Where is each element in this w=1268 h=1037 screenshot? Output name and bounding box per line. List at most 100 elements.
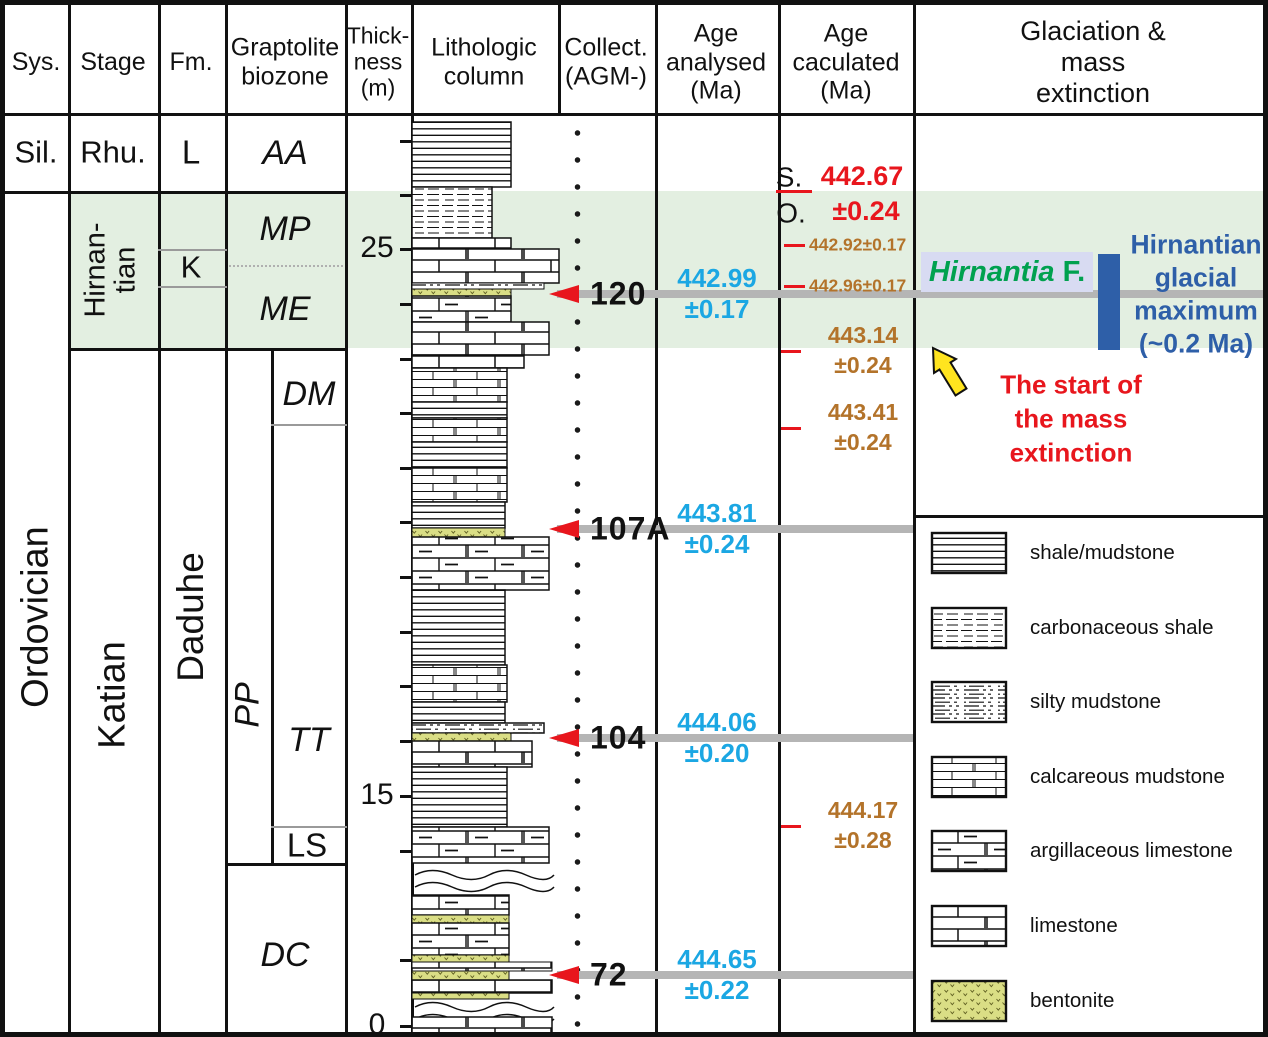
grid-vline [345, 5, 348, 1032]
sample-arrow-icon [549, 520, 579, 538]
legend-item: argillaceous limestone [930, 829, 1233, 873]
calculated-age-tick [784, 244, 805, 247]
grid-vline [68, 5, 71, 1032]
sample-bar [557, 290, 1263, 298]
thickness-label: 25 [360, 231, 394, 265]
fm-l-label: L [181, 133, 201, 171]
hirnantia-fauna-suffix: F. [1054, 255, 1086, 288]
sample-bar [557, 525, 913, 533]
age-calculated-major: 443.14 ±0.24 [827, 322, 899, 378]
thickness-tick [400, 959, 411, 962]
grid-hline [913, 515, 1263, 518]
biozone-pp-label: PP [228, 682, 267, 728]
thickness-tick [400, 140, 411, 143]
header-litho: Lithologic column [431, 33, 537, 91]
thickness-label: 0 [368, 1008, 386, 1037]
header-glaciation: Glaciation & mass extinction [1020, 15, 1166, 108]
header-thickness: Thick- ness (m) [346, 22, 410, 102]
thickness-label: 15 [360, 778, 394, 812]
extinction-start-label: The start of the mass extinction [1000, 369, 1142, 467]
legend-item: silty mudstone [930, 680, 1161, 724]
grid-hline [158, 286, 227, 288]
legend-label: argillaceous limestone [1030, 839, 1233, 863]
sample-bar [557, 971, 913, 979]
boundary-age-value: 442.67 [820, 160, 904, 191]
grid-hline [68, 348, 347, 351]
grid-vline [271, 350, 274, 864]
system-silurian-label: Sil. [14, 134, 58, 170]
legend-swatch-shale [930, 531, 1008, 575]
thickness-tick [400, 1025, 411, 1028]
legend-item: limestone [930, 904, 1118, 948]
age-calculated-major: 443.41 ±0.24 [827, 399, 899, 455]
thickness-tick [400, 194, 411, 197]
stage-rhuddanian-label: Rhu. [80, 134, 146, 170]
thickness-tick [400, 576, 411, 579]
thickness-tick [400, 631, 411, 634]
legend-swatch-silty [930, 680, 1008, 724]
collect-sample-dots [574, 129, 581, 1032]
legend-swatch-carbshale [930, 606, 1008, 649]
sample-arrow-icon [549, 966, 579, 984]
biozone-dc-label: DC [260, 935, 310, 974]
thickness-tick [400, 358, 411, 361]
thickness-tick [400, 685, 411, 688]
ordovician-abbrev-label: O. [776, 197, 806, 229]
thickness-tick [400, 740, 411, 743]
thickness-tick [400, 521, 411, 524]
grid-hline [5, 191, 347, 194]
calculated-age-tick [784, 285, 805, 288]
sample-label: 72 [590, 956, 628, 993]
grid-vline [913, 5, 916, 1032]
biozone-tt-label: TT [288, 720, 330, 759]
biozone-mp-label: MP [259, 209, 311, 248]
extinction-start-arrow-icon [931, 346, 968, 397]
legend-label: shale/mudstone [1030, 541, 1175, 564]
thickness-tick [400, 795, 411, 798]
legend-item: carbonaceous shale [930, 606, 1214, 650]
os-boundary-line [776, 190, 812, 193]
legend-swatch-calcmud [930, 755, 1008, 798]
calculated-age-tick [781, 825, 801, 828]
legend-label: bentonite [1030, 988, 1115, 1012]
mp-me-dotted-divider [225, 265, 347, 267]
grid-vline [778, 5, 781, 1032]
thickness-tick [400, 467, 411, 470]
thickness-tick [400, 850, 411, 853]
grid-hline [271, 424, 347, 426]
sample-arrow-icon [549, 285, 579, 303]
biozone-ls-label: LS [286, 826, 328, 864]
legend-label: calcareous mudstone [1030, 764, 1225, 788]
age-analysed-value: 443.81 ±0.24 [677, 498, 757, 559]
hirnantia-fauna-name: Hirnantia [928, 255, 1055, 288]
legend-swatch-limestone [930, 904, 1008, 948]
age-analysed-value: 444.65 ±0.22 [677, 944, 757, 1005]
fm-daduhe-label: Daduhe [170, 552, 212, 682]
grid-vline [158, 5, 161, 1032]
age-calculated-major: 444.17 ±0.28 [827, 797, 899, 853]
legend-label: limestone [1030, 914, 1118, 937]
legend-label: silty mudstone [1030, 690, 1162, 714]
lithologic-column [411, 121, 560, 1032]
sample-label: 120 [590, 275, 647, 312]
thickness-tick [400, 412, 411, 415]
legend-swatch-arglime [930, 830, 1008, 873]
header-age-calculated: Age caculated (Ma) [792, 19, 900, 105]
legend-swatch-bentonite [930, 979, 1008, 1022]
header-age-analysed: Age analysed (Ma) [665, 19, 767, 105]
biozone-dm-label: DM [282, 374, 336, 413]
header-sys: Sys. [11, 47, 61, 76]
sample-label: 107A [590, 510, 671, 547]
grid-hline [225, 863, 347, 866]
stage-hirnantian-label: Hirnan- tian [79, 222, 141, 318]
boundary-age-error: ±0.24 [832, 195, 900, 226]
calculated-age-tick [781, 350, 801, 353]
grid-vline [225, 5, 228, 1032]
system-ordovician-label: Ordovician [14, 526, 57, 708]
fm-k-bed-label: K [180, 249, 202, 285]
calculated-age-tick [781, 427, 801, 430]
glacial-maximum-bar [1098, 254, 1120, 350]
biozone-me-label: ME [259, 289, 311, 328]
legend-item: bentonite [930, 979, 1114, 1023]
